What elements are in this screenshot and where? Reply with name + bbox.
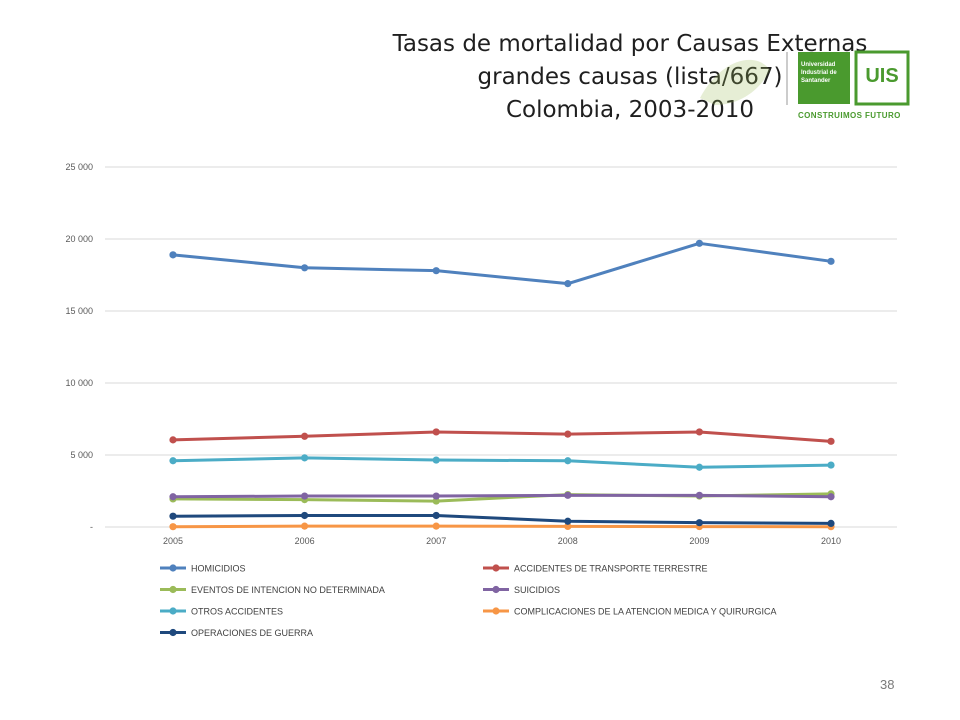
- data-point: [827, 493, 835, 501]
- legend-item: COMPLICACIONES DE LA ATENCION MEDICA Y Q…: [483, 607, 777, 617]
- series-0: [169, 239, 835, 288]
- university-logo: Universidad Industrial de Santander UIS …: [700, 50, 920, 130]
- legend-label: SUICIDIOS: [514, 585, 560, 595]
- data-point: [827, 461, 835, 469]
- data-point: [564, 280, 572, 288]
- legend-label: COMPLICACIONES DE LA ATENCION MEDICA Y Q…: [514, 607, 777, 617]
- legend-item: OPERACIONES DE GUERRA: [160, 628, 313, 638]
- data-point: [564, 430, 572, 438]
- legend-item: OTROS ACCIDENTES: [160, 607, 283, 617]
- slide-title-line-1: Tasas de mortalidad por Causas Externas: [392, 31, 868, 57]
- x-tick-label: 2005: [163, 536, 183, 546]
- series-line: [171, 493, 833, 499]
- legend-item: EVENTOS DE INTENCION NO DETERMINADA: [160, 585, 385, 595]
- legend-label: OTROS ACCIDENTES: [191, 607, 283, 617]
- data-point: [432, 267, 440, 275]
- series-line: [171, 524, 833, 529]
- logo-slogan: CONSTRUIMOS FUTURO: [798, 111, 901, 120]
- series-line: [171, 430, 833, 443]
- x-axis: 2005 2006 2007 2008 2009 2010: [163, 536, 841, 546]
- y-tick-label: 5 000: [70, 450, 93, 460]
- y-tick-label: -: [90, 522, 93, 532]
- x-tick-label: 2010: [821, 536, 841, 546]
- data-point: [695, 463, 704, 471]
- y-tick-label: 20 000: [65, 234, 93, 244]
- data-point: [827, 437, 835, 445]
- data-point: [432, 497, 440, 505]
- legend-label: OPERACIONES DE GUERRA: [191, 628, 313, 638]
- legend-label: HOMICIDIOS: [191, 564, 246, 574]
- legend-marker: [169, 628, 177, 637]
- series-4: [169, 454, 835, 471]
- data-point: [169, 493, 177, 501]
- slide-title-line-3: Colombia, 2003-2010: [505, 97, 755, 123]
- data-point: [432, 511, 440, 520]
- data-point: [301, 511, 309, 520]
- data-point: [564, 522, 572, 531]
- legend-item: HOMICIDIOS: [160, 564, 246, 574]
- series-6: [169, 511, 835, 528]
- data-point: [432, 428, 440, 436]
- data-point: [301, 264, 309, 272]
- chart-series: [169, 239, 835, 531]
- logo-name-line-2: Industrial de: [801, 70, 837, 76]
- legend-item: SUICIDIOS: [483, 585, 560, 595]
- data-point: [301, 432, 309, 440]
- legend-item: ACCIDENTES DE TRANSPORTE TERRESTRE: [483, 564, 708, 574]
- data-point: [301, 492, 309, 500]
- data-point: [169, 523, 177, 531]
- data-point: [827, 519, 835, 528]
- data-point: [169, 436, 177, 444]
- series-3: [169, 491, 835, 501]
- legend-marker: [492, 564, 500, 572]
- chart-grid: [105, 166, 897, 528]
- legend-marker: [492, 607, 500, 615]
- data-point: [432, 522, 440, 530]
- slide-title: Tasas de mortalidad por Causas Externas …: [330, 28, 930, 127]
- logo-monogram: UIS: [865, 65, 899, 87]
- data-point: [432, 456, 440, 464]
- x-tick-label: 2007: [426, 536, 446, 546]
- data-point: [564, 517, 572, 525]
- y-tick-label: 25 000: [65, 162, 93, 172]
- legend-marker: [169, 585, 177, 594]
- data-point: [827, 257, 835, 265]
- data-point: [564, 457, 572, 465]
- series-line: [171, 456, 833, 469]
- series-line: [171, 513, 833, 525]
- data-point: [695, 491, 704, 499]
- data-point: [695, 519, 704, 527]
- legend-marker: [492, 585, 500, 594]
- data-point: [301, 454, 309, 462]
- legend-marker: [169, 564, 177, 572]
- series-line: [171, 241, 833, 286]
- series-1: [169, 428, 835, 445]
- y-tick-label: 15 000: [65, 306, 93, 316]
- legend-label: EVENTOS DE INTENCION NO DETERMINADA: [191, 585, 385, 595]
- data-point: [695, 239, 704, 247]
- data-point: [169, 457, 177, 465]
- x-tick-label: 2008: [558, 536, 578, 546]
- legend-label: ACCIDENTES DE TRANSPORTE TERRESTRE: [514, 564, 708, 574]
- data-point: [695, 428, 704, 436]
- legend-marker: [169, 607, 177, 615]
- slide-title-line-2: grandes causas (lista/667): [477, 64, 783, 90]
- x-tick-label: 2006: [295, 536, 315, 546]
- logo-name-line-3: Santander: [801, 78, 831, 84]
- y-tick-label: 10 000: [65, 378, 93, 388]
- logo-name-line-1: Universidad: [801, 62, 836, 68]
- data-point: [169, 251, 177, 259]
- data-point: [301, 522, 309, 530]
- x-tick-label: 2009: [689, 536, 709, 546]
- chart-legend: HOMICIDIOS ACCIDENTES DE TRANSPORTE TERRE…: [160, 564, 777, 638]
- data-point: [432, 492, 440, 500]
- university-logo-graphic: [700, 50, 910, 106]
- data-point: [564, 491, 572, 499]
- data-point: [169, 512, 177, 520]
- page-number: 38: [880, 677, 895, 692]
- y-axis: - 5 000 10 000 15 000 20 000 25 000: [65, 162, 93, 532]
